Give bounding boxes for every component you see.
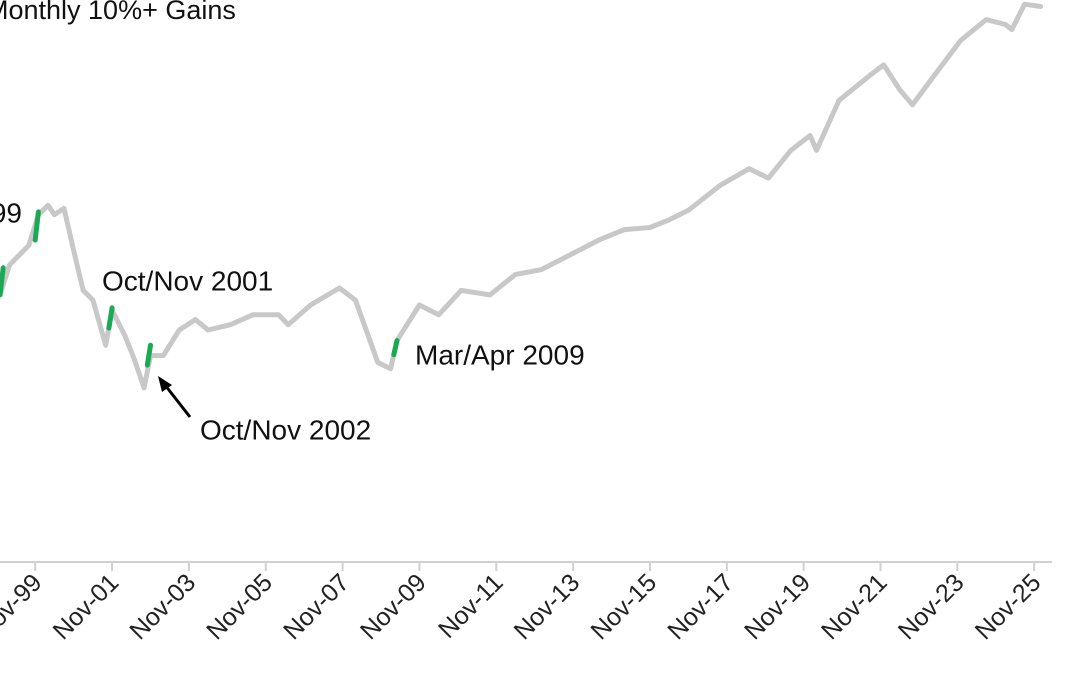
- highlight-segment: [106, 305, 115, 331]
- x-tick-label: Nov-19: [739, 568, 816, 645]
- x-tick-label: Nov-21: [816, 568, 893, 645]
- highlight-segment: [391, 338, 400, 358]
- x-tick-label: Nov-25: [970, 568, 1047, 645]
- x-tick-label: Nov-11: [433, 568, 508, 643]
- annotation: Oct/Nov 2002: [200, 414, 371, 445]
- annotation: 99: [0, 197, 22, 228]
- annotation: Mar/Apr 2009: [415, 339, 585, 370]
- x-tick-label: Nov-13: [509, 568, 586, 645]
- x-tick-label: Nov-15: [585, 568, 662, 645]
- x-tick-label: Nov-23: [893, 568, 970, 645]
- highlight-segment: [32, 209, 41, 243]
- x-tick-label: Nov-09: [355, 568, 432, 645]
- highlight-segment: [0, 265, 6, 298]
- data-line: [0, 1, 1044, 391]
- annotation: Oct/Nov 2001: [102, 265, 273, 296]
- x-tick-label: Nov-07: [278, 568, 355, 645]
- legend-label: Monthly 10%+ Gains: [0, 0, 236, 25]
- highlight-segment: [144, 342, 153, 368]
- x-tick-label: Nov-99: [0, 568, 47, 645]
- annotation-arrowhead: [158, 376, 172, 392]
- annotation-arrow: [163, 384, 192, 418]
- x-tick-label: Nov-05: [201, 568, 278, 645]
- x-tick-label: Nov-03: [124, 568, 201, 645]
- x-tick-label: Nov-01: [48, 568, 125, 645]
- x-tick-label: Nov-17: [662, 568, 739, 645]
